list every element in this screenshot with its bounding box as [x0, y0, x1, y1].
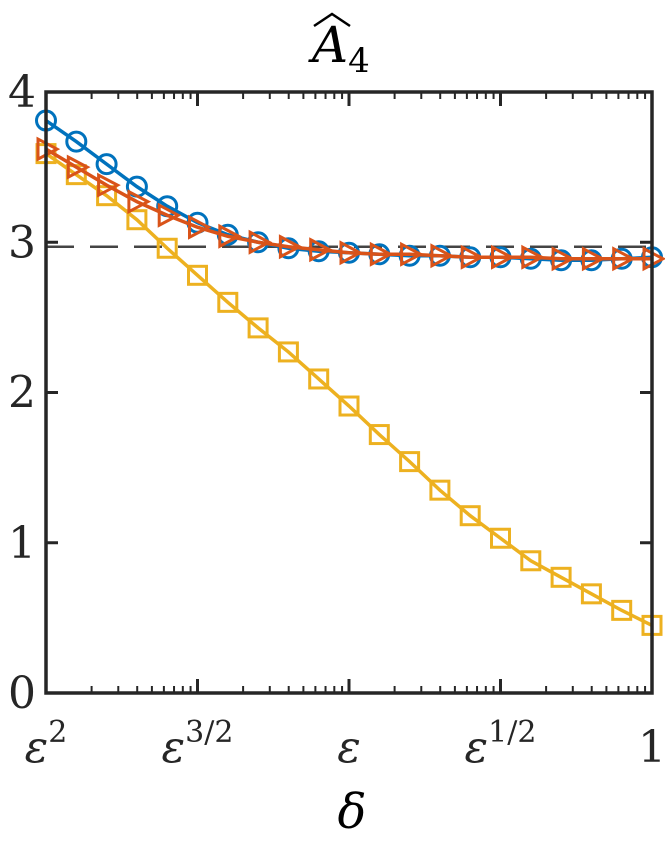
x-tick-label-1: ε3/2 [162, 715, 234, 773]
series-3-point-6 [187, 264, 208, 286]
series-1-line [45, 119, 653, 263]
series-3-point-17 [520, 550, 542, 572]
series-3-point-12 [368, 424, 390, 446]
series-2-point-12 [369, 241, 394, 267]
series-3-point-18 [550, 566, 572, 588]
y-tick-label-3: 3 [8, 217, 36, 268]
series-2-point-19 [581, 246, 606, 272]
series-2-point-20 [612, 246, 636, 272]
plot-frame [44, 90, 654, 695]
chart-title: A4 [308, 12, 370, 81]
series-2-point-6 [188, 214, 212, 240]
series-2 [36, 136, 665, 272]
y-tick-label-1: 1 [8, 518, 36, 569]
y-tick-labels: 0 1 2 3 4 [8, 67, 36, 719]
series-3-point-11 [338, 395, 360, 417]
series-2-line [45, 147, 652, 261]
x-tick-label-3: ε1/2 [465, 715, 537, 773]
series-2-point-18 [551, 246, 576, 272]
series-2-point-17 [521, 244, 546, 270]
series-1-point-3 [95, 153, 118, 176]
series-2-point-2 [66, 154, 91, 180]
series-3-point-10 [308, 368, 330, 390]
series-3-point-16 [490, 527, 511, 549]
y-tick-label-4: 4 [8, 67, 36, 118]
series-3 [35, 143, 663, 636]
series-1-point-2 [65, 130, 88, 153]
x-tick-labels: ε2 ε3/2 ε ε1/2 1 [25, 715, 665, 773]
series-3-point-8 [247, 317, 269, 339]
series-3-point-19 [580, 583, 602, 605]
series-3-point-5 [156, 237, 178, 259]
y-tick-label-0: 0 [8, 668, 36, 719]
series-2-point-16 [491, 244, 515, 270]
svg-text:A4: A4 [308, 16, 370, 81]
series-2-point-4 [127, 189, 152, 215]
series-2-point-11 [339, 240, 364, 266]
y-tick-label-2: 2 [8, 368, 36, 419]
series-2-point-5 [157, 202, 182, 228]
series-2-point-9 [278, 234, 303, 260]
series-2-point-15 [460, 244, 485, 270]
title-hat [313, 12, 351, 28]
series-2-point-8 [248, 229, 273, 255]
x-tick-label-2: ε [337, 722, 361, 773]
series-3-point-15 [459, 505, 481, 527]
series-3-point-20 [611, 599, 633, 621]
chart-title-subscript: 4 [348, 41, 370, 81]
series-layer [35, 109, 665, 636]
series-2-point-3 [97, 172, 121, 198]
series-2-point-7 [218, 223, 243, 249]
x-axis-label: δ [338, 784, 367, 840]
series-2-point-10 [309, 237, 333, 263]
series-3-point-9 [277, 341, 299, 363]
series-2-point-13 [400, 241, 424, 267]
series-3-point-7 [217, 291, 239, 313]
x-tick-label-0: ε2 [25, 715, 68, 773]
series-3-point-14 [429, 479, 451, 501]
series-3-point-4 [126, 209, 148, 231]
series-3-point-13 [399, 451, 421, 473]
axes-layer [44, 90, 654, 695]
series-3-line [45, 152, 653, 627]
series-2-point-14 [430, 243, 455, 269]
x-tick-label-4: 1 [638, 722, 665, 773]
